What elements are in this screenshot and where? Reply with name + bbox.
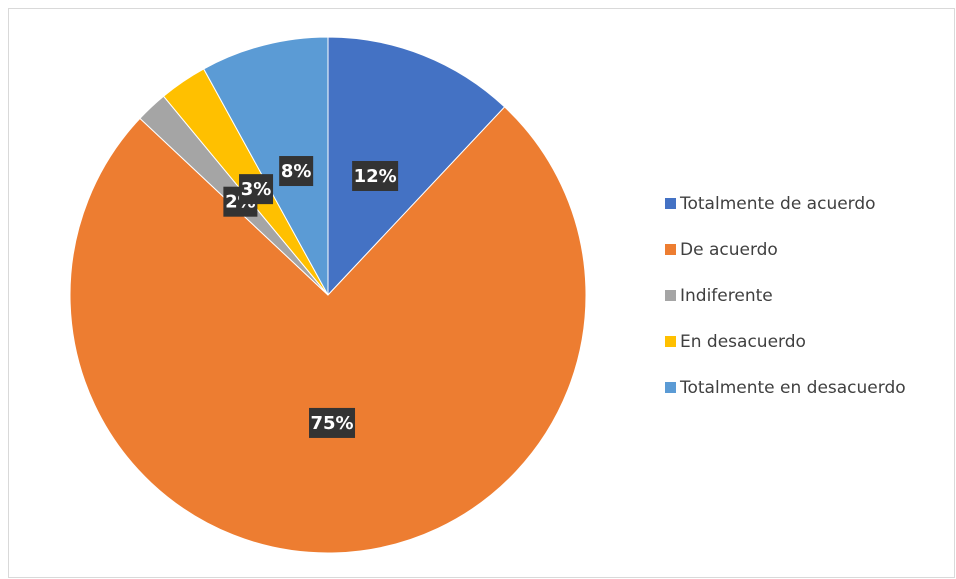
legend-label: Totalmente de acuerdo xyxy=(679,194,876,214)
data-label: 12% xyxy=(354,166,397,187)
legend-swatch xyxy=(665,198,676,209)
data-label: 75% xyxy=(310,413,353,434)
data-label-box xyxy=(352,160,399,191)
legend-label: Indiferente xyxy=(680,286,773,306)
legend-swatch xyxy=(665,382,676,393)
data-label: 3% xyxy=(241,179,272,200)
legend-swatch xyxy=(665,336,676,347)
pie-slice xyxy=(327,36,506,297)
legend-label: De acuerdo xyxy=(680,240,778,260)
data-label: 8% xyxy=(281,161,312,182)
data-label-box xyxy=(309,407,356,438)
pie-slice xyxy=(69,106,587,554)
legend-swatch xyxy=(665,290,676,301)
data-label-box xyxy=(239,174,274,205)
legend-swatch xyxy=(665,244,676,255)
legend-label: Totalmente en desacuerdo xyxy=(679,378,906,398)
pie-slice xyxy=(203,36,329,296)
data-label-box xyxy=(279,156,314,187)
legend-label: En desacuerdo xyxy=(680,332,806,352)
